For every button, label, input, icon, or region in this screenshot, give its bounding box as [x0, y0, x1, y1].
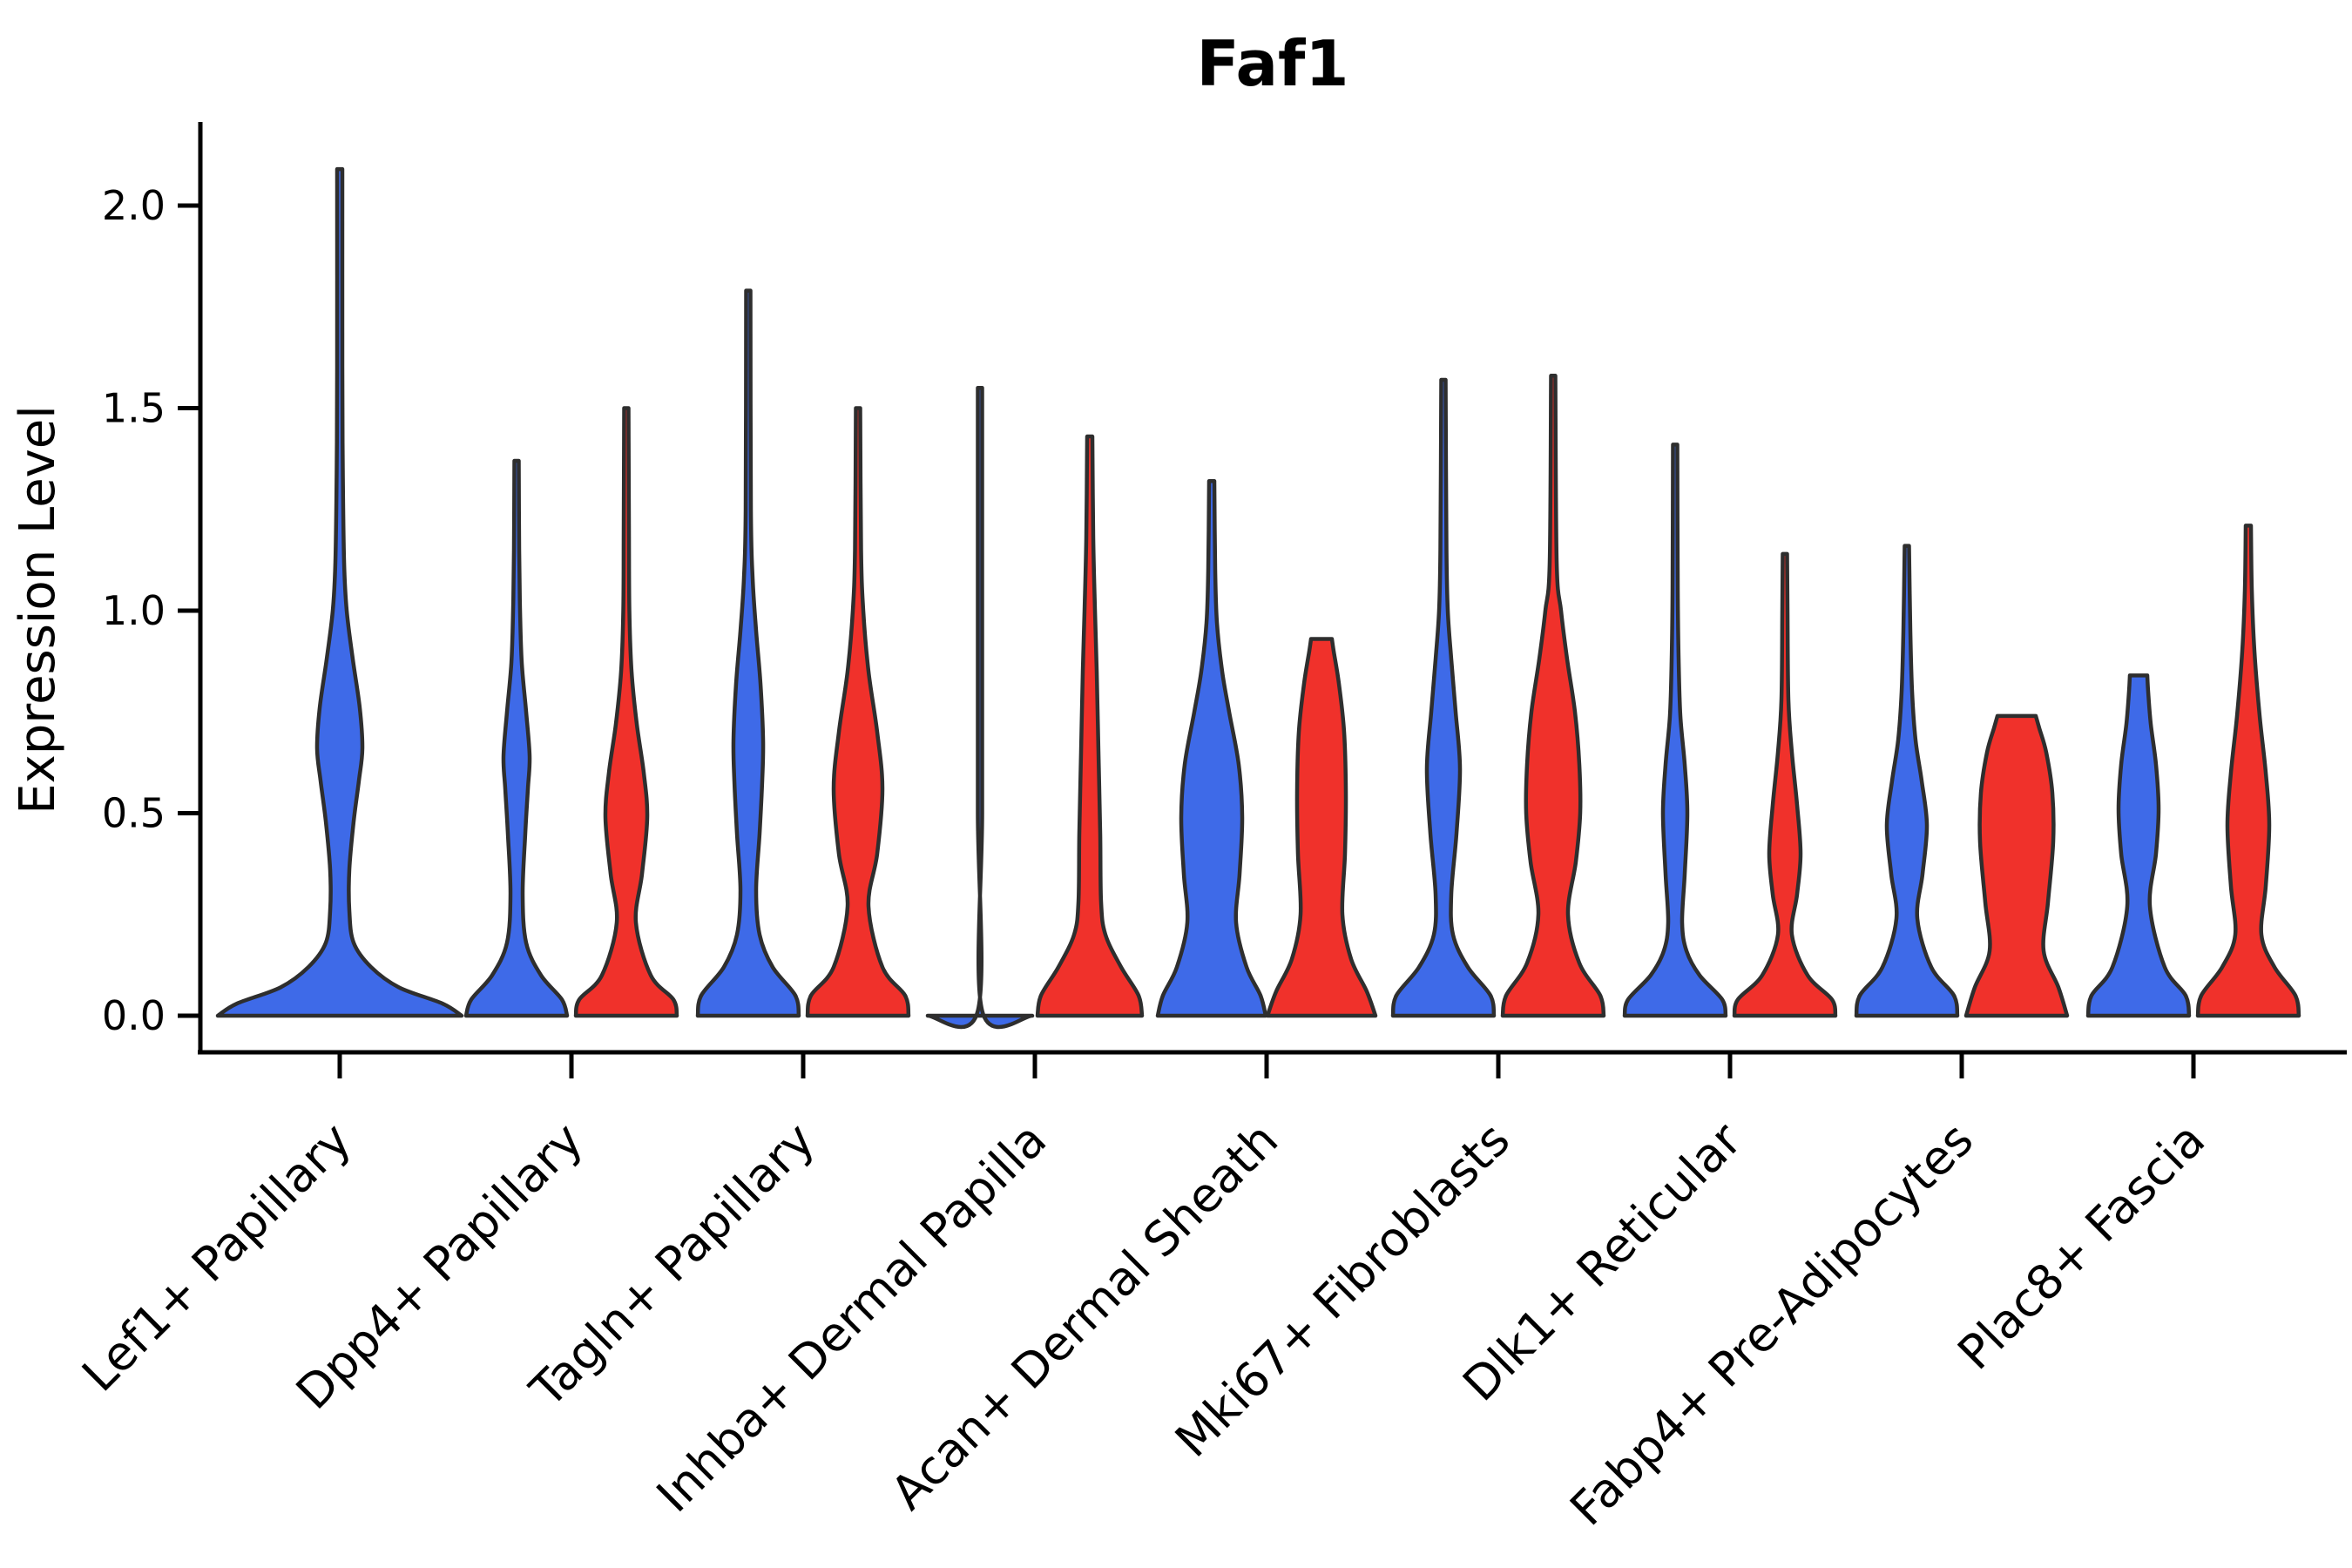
violin-mki67-fibroblasts-blue — [1390, 377, 1497, 1018]
violin-fabp4-pre-adipocytes-red — [1963, 713, 2070, 1018]
violin-group-lef1-papillary — [215, 166, 464, 1018]
chart-title: Faf1 — [1197, 27, 1349, 100]
violin-group-tagln-papillary — [695, 288, 911, 1018]
y-tick-label-1.0: 1.0 — [102, 587, 166, 634]
violin-dpp4-papillary-red — [573, 406, 679, 1018]
violin-plac8-fascia-blue — [2085, 673, 2192, 1018]
violin-group-dpp4-papillary — [463, 406, 679, 1018]
violin-tagln-papillary-red — [805, 406, 911, 1018]
y-axis-label: Expression Level — [10, 405, 66, 814]
x-tick-label-acan-dermal-sheath: Acan+ Dermal Sheath — [881, 1112, 1288, 1520]
violin-group-fabp4-pre-adipocytes — [1854, 544, 2070, 1018]
y-tick-label-0.0: 0.0 — [102, 992, 166, 1039]
violin-plac8-fascia-red — [2195, 524, 2301, 1018]
y-tick-label-0.5: 0.5 — [102, 790, 166, 837]
violin-group-inhba-dermal-papilla — [925, 386, 1145, 1030]
violin-group-acan-dermal-sheath — [1155, 478, 1378, 1018]
x-tick-label-plac8-fascia: Plac8+ Fascia — [1947, 1112, 2215, 1381]
y-tick-label-2.0: 2.0 — [102, 182, 166, 229]
violin-acan-dermal-sheath-blue — [1155, 478, 1268, 1018]
violin-dlk1-reticular-blue — [1622, 443, 1728, 1018]
violin-dlk1-reticular-red — [1732, 551, 1838, 1018]
x-tick-label-fabp4-pre-adipocytes: Fabp4+ Pre-Adipocytes — [1559, 1112, 1984, 1537]
violin-group-plac8-fascia — [2085, 524, 2301, 1018]
violin-acan-dermal-sheath-red — [1265, 637, 1378, 1018]
violin-group-dlk1-reticular — [1622, 443, 1838, 1018]
y-tick-label-1.5: 1.5 — [102, 385, 166, 432]
violin-group-mki67-fibroblasts — [1390, 374, 1606, 1018]
y-axis-ticks: 0.0 0.5 1.0 1.5 2.0 — [102, 182, 200, 1039]
violin-inhba-dermal-papilla-red — [1035, 434, 1145, 1018]
violins-layer — [215, 166, 2301, 1030]
violin-mki67-fibroblasts-red — [1500, 374, 1606, 1018]
violin-tagln-papillary-blue — [695, 288, 801, 1018]
violin-fabp4-pre-adipocytes-blue — [1854, 544, 1960, 1018]
x-tick-label-inhba-dermal-papilla: Inhba+ Dermal Papilla — [646, 1112, 1057, 1523]
violin-dpp4-papillary-blue — [463, 458, 570, 1018]
violin-lef1-papillary-blue — [215, 166, 464, 1018]
violin-inhba-dermal-papilla-blue — [925, 386, 1035, 1030]
